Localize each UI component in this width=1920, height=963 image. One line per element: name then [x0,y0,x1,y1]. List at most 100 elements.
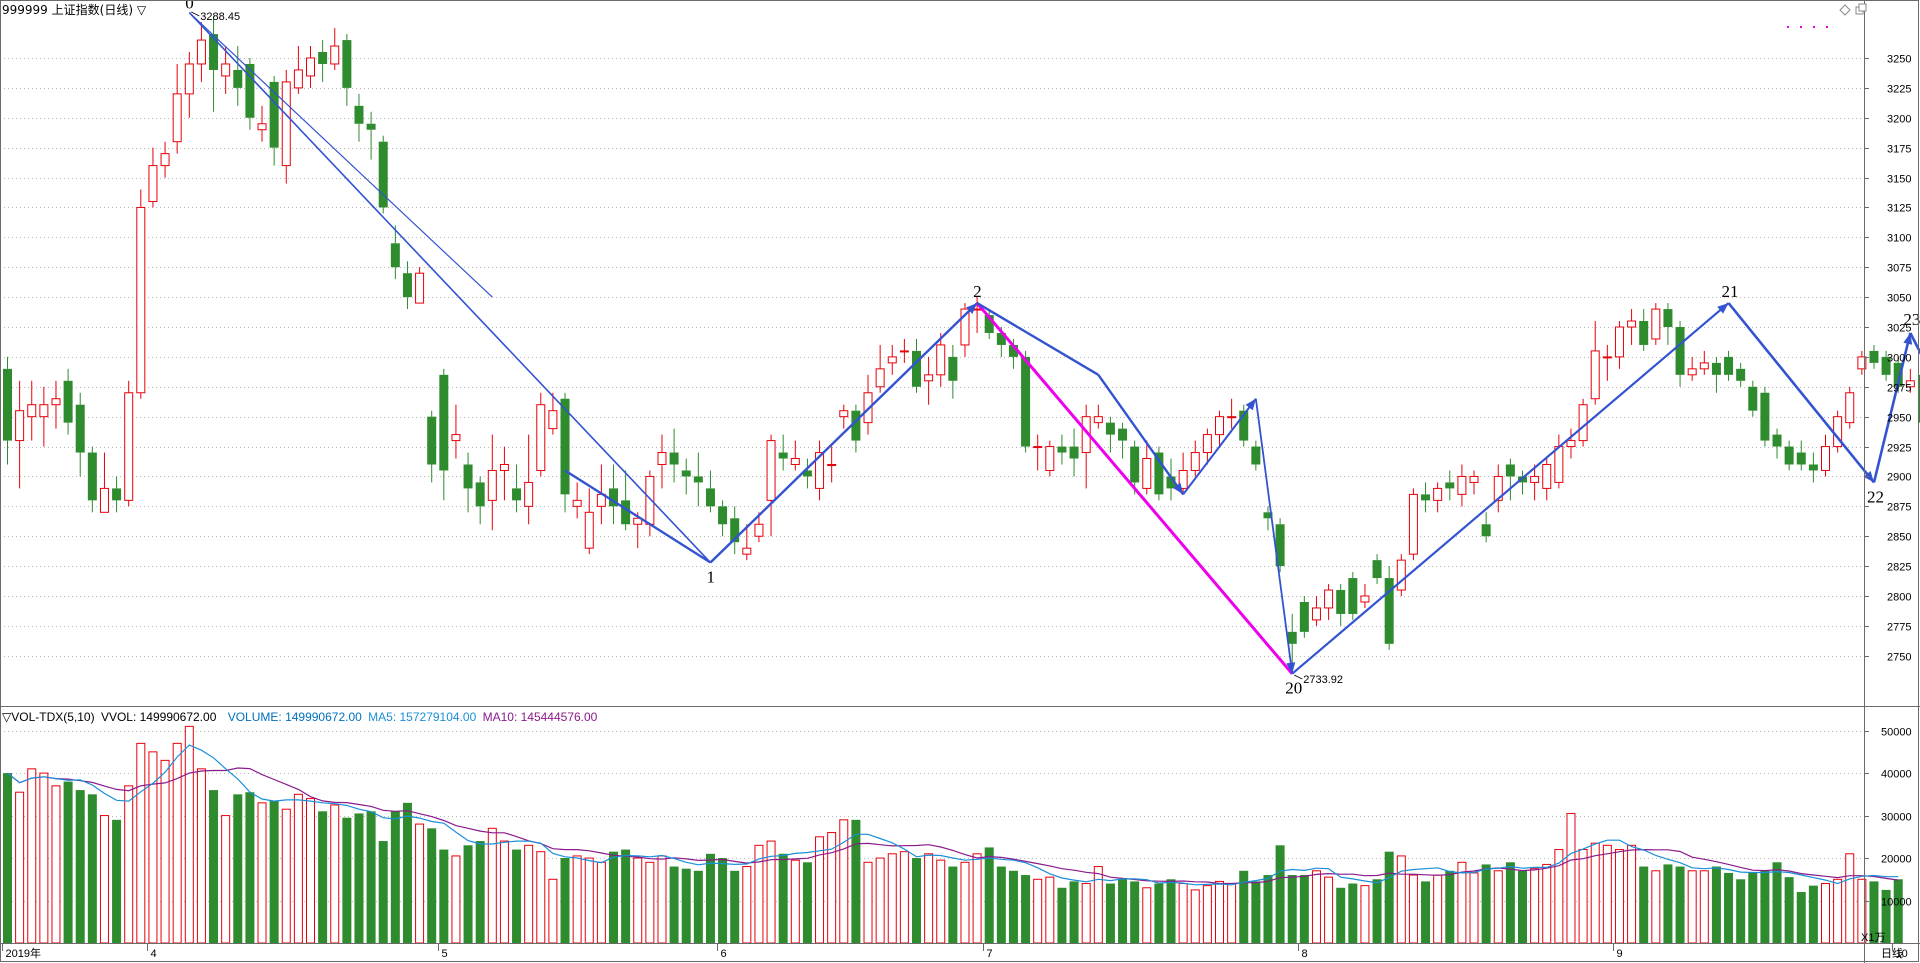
candle[interactable] [1481,512,1491,543]
volume-bar[interactable] [1081,883,1091,944]
candle-body[interactable] [15,410,25,442]
volume-bar[interactable] [996,866,1006,943]
volume-bar[interactable] [1663,864,1673,943]
volume-bar[interactable] [1384,851,1394,943]
candle-body[interactable] [1457,475,1467,495]
candle[interactable] [39,386,49,447]
volume-bar[interactable] [1045,876,1055,944]
candle-body[interactable] [330,45,340,65]
candle[interactable] [1457,464,1467,507]
candle[interactable] [851,404,861,453]
candle-body[interactable] [887,356,897,364]
candle-body[interactable] [1154,452,1164,495]
candle-body[interactable] [451,434,461,442]
candle-body[interactable] [233,69,243,88]
candle[interactable] [99,452,109,513]
candle-body[interactable] [39,404,49,418]
volume-bar[interactable] [136,742,146,944]
candle-body[interactable] [1893,362,1903,387]
volume-bar[interactable] [499,840,509,944]
volume-bar[interactable] [1130,881,1140,943]
candle-body[interactable] [718,506,728,525]
candle-body[interactable] [1433,487,1443,501]
volume-bar[interactable] [1469,872,1479,944]
candle[interactable] [51,380,61,429]
candle-body[interactable] [1045,446,1055,471]
volume-bar[interactable] [1202,885,1212,944]
volume-bar[interactable] [293,793,303,944]
candle-body[interactable] [1530,475,1540,483]
candle-body[interactable] [1736,368,1746,381]
candle[interactable] [1093,404,1103,429]
candle-body[interactable] [924,374,934,382]
volume-bar[interactable] [1821,883,1830,944]
candle[interactable] [1578,398,1588,447]
volume-bar[interactable] [1881,889,1891,943]
volume-bar[interactable] [342,817,352,943]
candle[interactable] [1663,303,1673,345]
candle[interactable] [15,380,25,489]
candle[interactable] [596,464,606,525]
candle-body[interactable] [1372,560,1382,579]
volume-bar[interactable] [281,808,291,944]
candle-body[interactable] [1008,344,1018,357]
volume-bar[interactable] [560,858,570,943]
candle[interactable] [221,46,231,94]
volume-bar[interactable] [487,827,497,944]
candle[interactable] [306,46,315,88]
candle[interactable] [487,434,497,531]
volume-bar[interactable] [1808,885,1818,943]
candle[interactable] [1445,470,1455,501]
candle-body[interactable] [1445,482,1455,489]
candle-body[interactable] [378,141,388,208]
candle-body[interactable] [705,488,715,507]
candle-body[interactable] [1772,434,1782,447]
volume-bar[interactable] [1021,875,1031,943]
candle[interactable] [1602,344,1612,381]
volume-bar[interactable] [160,759,170,944]
candle-body[interactable] [948,356,958,381]
candle-body[interactable] [1675,327,1685,375]
candle[interactable] [330,28,340,70]
candle[interactable] [27,380,37,441]
volume-bar[interactable] [1105,883,1115,943]
volume-bar[interactable] [1687,870,1697,944]
candle[interactable] [669,428,679,483]
candle[interactable] [1469,470,1479,495]
candle[interactable] [1881,350,1891,381]
candle[interactable] [390,225,400,280]
volume-bar[interactable] [1372,879,1382,943]
candle-body[interactable] [996,332,1006,345]
volume-bar[interactable] [693,870,703,943]
restore-icon[interactable] [1855,3,1867,15]
candle-body[interactable] [1614,326,1624,358]
volume-bar[interactable] [1699,870,1709,944]
volume-bar[interactable] [802,862,812,943]
volume-bar[interactable] [1530,868,1540,944]
candle-body[interactable] [1190,452,1200,471]
candle-body[interactable] [633,517,643,525]
candle[interactable] [1396,554,1406,597]
candle-body[interactable] [1699,362,1709,370]
volume-indicator-header[interactable]: ▽VOL-TDX(5,10) VVOL: 149990672.00 VOLUME… [2,710,598,724]
volume-bar[interactable] [1893,879,1903,943]
candle-body[interactable] [899,350,909,353]
candle-body[interactable] [1093,416,1103,424]
volume-bar[interactable] [778,853,788,943]
volume-bar[interactable] [1190,889,1200,944]
candle[interactable] [693,452,703,507]
candle[interactable] [1784,440,1794,471]
candle-body[interactable] [693,476,703,483]
candle[interactable] [839,404,849,429]
candle[interactable] [1724,350,1734,381]
volume-bar[interactable] [1287,875,1297,943]
candle[interactable] [1154,446,1164,501]
volume-bar[interactable] [439,849,449,943]
candle-body[interactable] [366,123,376,130]
candle[interactable] [124,380,134,507]
candle-body[interactable] [3,368,12,441]
candle[interactable] [172,63,182,154]
candle[interactable] [1360,584,1370,608]
volume-bar[interactable] [524,844,534,944]
